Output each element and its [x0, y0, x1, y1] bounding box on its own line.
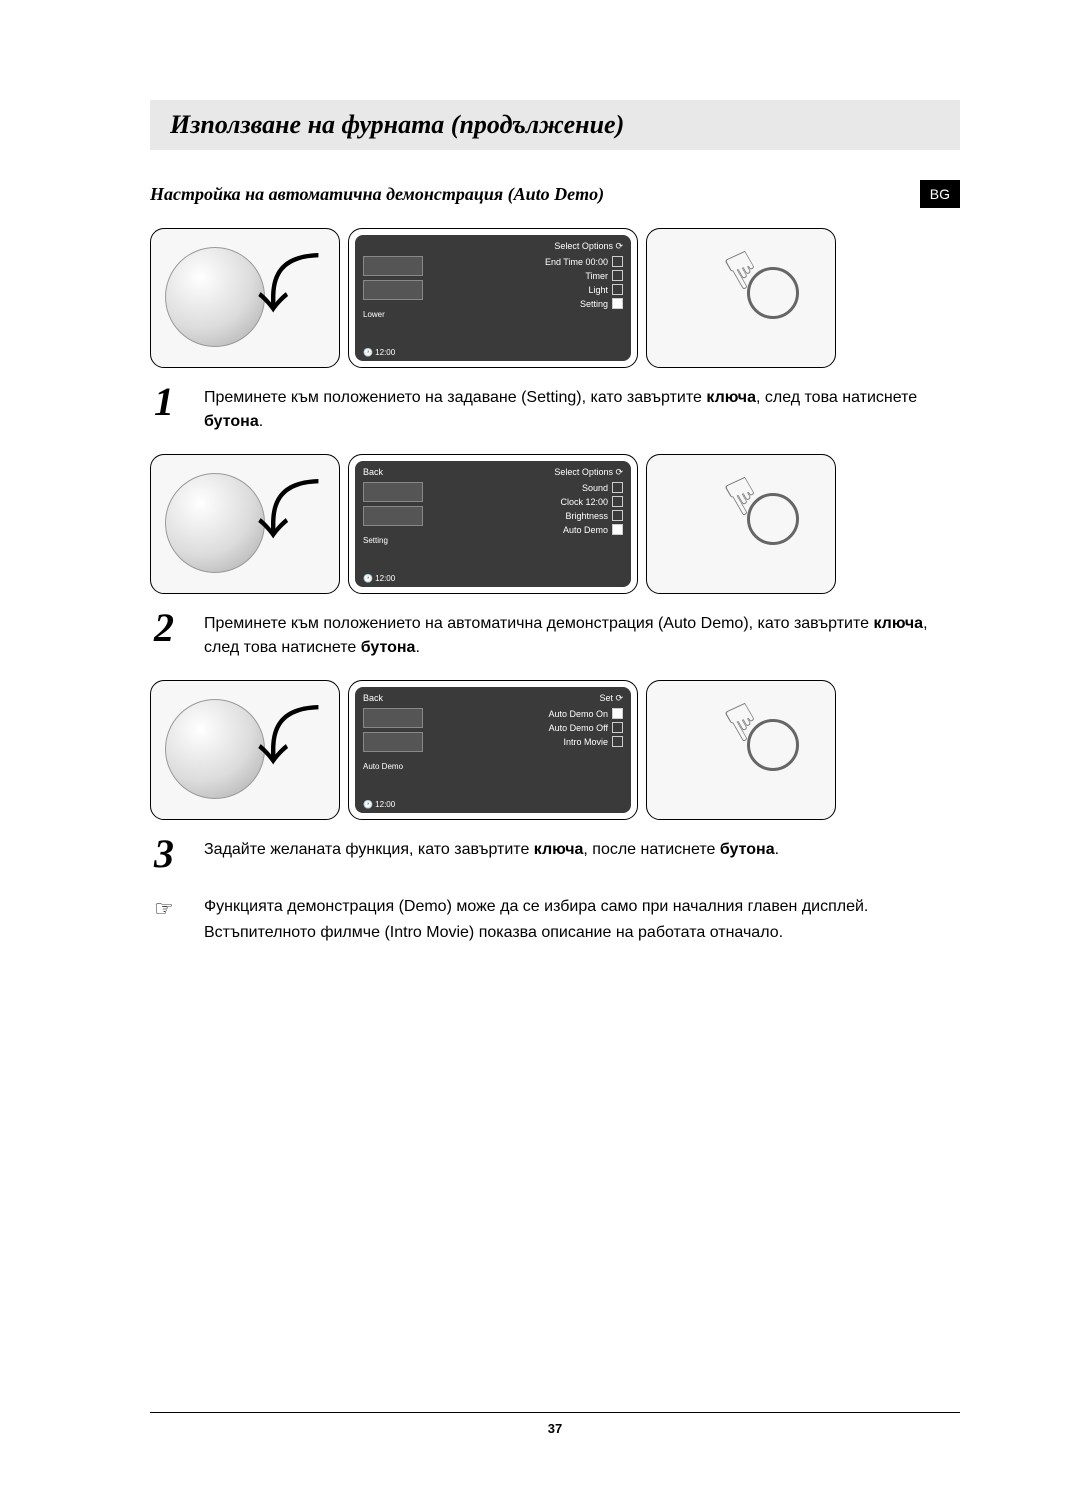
- screen-clock: 🕐 12:00: [363, 574, 623, 583]
- screen-menu-item: Light: [588, 284, 623, 295]
- step-number: 1: [154, 382, 186, 434]
- note-icon: ☞: [154, 894, 186, 945]
- display-panel-3: Back Set ⟳ Auto Demo Auto Demo On Auto Demo …: [348, 680, 638, 820]
- menu-marker-icon: [612, 482, 623, 493]
- page-number: 37: [150, 1421, 960, 1436]
- rotate-arrow-icon: ⤵: [257, 253, 321, 317]
- panel-row-1: ⤵ Select Options ⟳ Lower End Time 00:00 Tim…: [150, 228, 960, 368]
- language-badge: BG: [920, 180, 960, 208]
- step-number: 3: [154, 834, 186, 874]
- screen-menu-item: Clock 12:00: [560, 496, 623, 507]
- display-panel-2: Back Select Options ⟳ Setting Sound Clock 12…: [348, 454, 638, 594]
- page-footer: 37: [150, 1412, 960, 1436]
- menu-marker-icon: [612, 524, 623, 535]
- screen-menu-item: Brightness: [565, 510, 623, 521]
- menu-marker-icon: [612, 736, 623, 747]
- screen-clock: 🕐 12:00: [363, 800, 623, 809]
- screen-left-label: Auto Demo: [363, 756, 423, 776]
- knob-panel: ⤵: [150, 454, 340, 594]
- menu-marker-icon: [612, 510, 623, 521]
- screen-preview-slot: [363, 506, 423, 526]
- note-line: Функцията демонстрация (Demo) може да се…: [204, 894, 868, 920]
- screen-clock: 🕐 12:00: [363, 348, 623, 357]
- rotate-arrow-icon: ⤵: [257, 479, 321, 543]
- step-text: Преминете към положението на автоматична…: [204, 608, 960, 660]
- menu-marker-icon: [612, 722, 623, 733]
- rotary-knob-icon: [165, 473, 265, 573]
- rotate-arrow-icon: ⤵: [257, 705, 321, 769]
- panel-row-2: ⤵ Back Select Options ⟳ Setting Sound Clock …: [150, 454, 960, 594]
- menu-marker-icon: [612, 270, 623, 281]
- panel-row-3: ⤵ Back Set ⟳ Auto Demo Auto Demo On Auto Dem…: [150, 680, 960, 820]
- menu-marker-icon: [612, 708, 623, 719]
- screen-top-right: Select Options ⟳: [554, 241, 623, 252]
- menu-marker-icon: [612, 496, 623, 507]
- screen-preview-slot: [363, 280, 423, 300]
- knob-panel: ⤵: [150, 680, 340, 820]
- touch-panel: ☟: [646, 454, 836, 594]
- menu-marker-icon: [612, 298, 623, 309]
- page-title: Използване на фурната (продължение): [170, 110, 940, 140]
- note-text: Функцията демонстрация (Demo) може да се…: [204, 894, 868, 945]
- step-text: Задайте желаната функция, като завъртите…: [204, 834, 779, 874]
- screen-menu-item: Setting: [580, 298, 623, 309]
- screen-top-left: Back: [363, 693, 383, 704]
- screen-menu-item: Sound: [582, 482, 623, 493]
- screen-left-label: Lower: [363, 304, 423, 324]
- rotary-knob-icon: [165, 247, 265, 347]
- menu-marker-icon: [612, 284, 623, 295]
- section-subtitle: Настройка на автоматична демонстрация (A…: [150, 184, 604, 205]
- screen-preview-slot: [363, 732, 423, 752]
- screen-preview-slot: [363, 482, 423, 502]
- step-3: 3 Задайте желаната функция, като завърти…: [154, 834, 960, 874]
- touch-panel: ☟: [646, 680, 836, 820]
- screen-top-left: Back: [363, 467, 383, 478]
- step-text: Преминете към положението на задаване (S…: [204, 382, 960, 434]
- step-number: 2: [154, 608, 186, 660]
- screen-menu-item: Timer: [585, 270, 623, 281]
- step-2: 2 Преминете към положението на автоматич…: [154, 608, 960, 660]
- screen-top-right: Select Options ⟳: [554, 467, 623, 478]
- screen-menu-item: End Time 00:00: [545, 256, 623, 267]
- screen-menu-item: Intro Movie: [563, 736, 623, 747]
- rotary-knob-icon: [165, 699, 265, 799]
- screen-preview-slot: [363, 256, 423, 276]
- screen-left-label: Setting: [363, 530, 423, 550]
- screen-top-right: Set ⟳: [599, 693, 623, 704]
- touch-panel: ☟: [646, 228, 836, 368]
- note-line: Встъпителното филмче (Intro Movie) показ…: [204, 920, 868, 946]
- screen-preview-slot: [363, 708, 423, 728]
- page-title-bar: Използване на фурната (продължение): [150, 100, 960, 150]
- screen-menu-item: Auto Demo On: [548, 708, 623, 719]
- footer-rule: [150, 1412, 960, 1413]
- menu-marker-icon: [612, 256, 623, 267]
- screen-menu-item: Auto Demo Off: [549, 722, 623, 733]
- screen-menu-item: Auto Demo: [563, 524, 623, 535]
- display-panel-1: Select Options ⟳ Lower End Time 00:00 Timer…: [348, 228, 638, 368]
- knob-panel: ⤵: [150, 228, 340, 368]
- note-block: ☞ Функцията демонстрация (Demo) може да …: [154, 894, 960, 945]
- step-1: 1 Преминете към положението на задаване …: [154, 382, 960, 434]
